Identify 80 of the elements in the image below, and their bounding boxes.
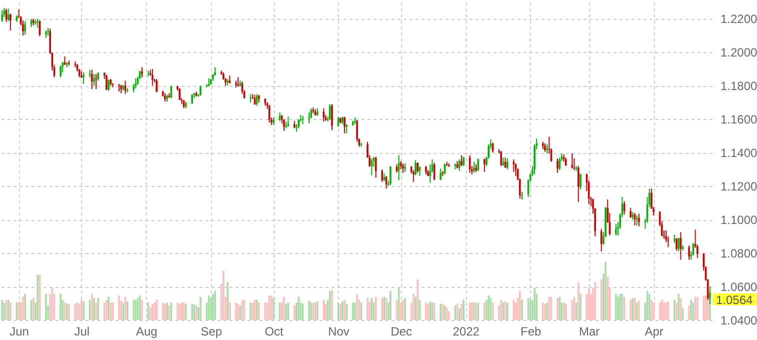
x-tick-label: 2022 [452, 324, 480, 338]
candlestick [500, 150, 502, 167]
candlestick [329, 104, 331, 120]
y-tick-label: 1.1400 [720, 146, 757, 160]
candlestick [477, 158, 480, 172]
y-tick-label: 1.1600 [720, 112, 757, 127]
candlestick [10, 13, 12, 31]
candlestick [390, 166, 392, 186]
candlestick [24, 20, 26, 36]
candlestick [106, 74, 108, 90]
candlestick [630, 207, 632, 218]
candlestick [546, 144, 548, 154]
x-tick-label: Apr [644, 324, 664, 338]
y-tick-label: 1.1800 [720, 79, 757, 94]
candlestick [678, 237, 680, 252]
x-tick-label: Jun [10, 324, 29, 338]
annotation: 1.0564 [716, 292, 754, 307]
candlestick [484, 158, 486, 172]
candlestick [512, 158, 515, 172]
candlestick [638, 213, 640, 227]
candlestick [580, 173, 582, 190]
candlestick [1, 10, 3, 23]
candlestick [191, 94, 193, 105]
candlestick [416, 162, 418, 174]
y-tick-label: 1.0800 [720, 246, 757, 261]
candlestick [412, 170, 414, 182]
candlestick [577, 166, 580, 203]
candlestick [308, 112, 310, 124]
candlestick [156, 78, 158, 93]
candlestick [556, 158, 558, 174]
candlestick [460, 154, 462, 167]
candlestick [82, 72, 84, 85]
candlestick [473, 161, 475, 174]
candlestick [506, 158, 508, 170]
candlestick [571, 152, 574, 170]
y-tick-label: 1.2200 [720, 12, 757, 26]
candlestick [381, 168, 383, 182]
candlestick [344, 116, 346, 134]
x-tick-label: Sep [200, 324, 222, 338]
candlestick [615, 223, 617, 236]
x-tick-label: Aug [136, 324, 158, 338]
candlestick [141, 66, 143, 78]
candlestick [36, 18, 38, 28]
candlestick [402, 163, 404, 174]
y-tick-label: 1.1000 [720, 213, 757, 228]
candlestick [298, 118, 300, 129]
candlestick [440, 168, 442, 181]
candlestick [558, 157, 560, 171]
candlestick [665, 230, 667, 243]
y-tick-label: 1.0600 [720, 280, 757, 294]
candlestick [322, 108, 325, 122]
candlestick [200, 85, 202, 96]
candlestick [462, 156, 464, 167]
candlestick [7, 8, 10, 22]
x-tick-label: Nov [328, 324, 350, 338]
candlestick [429, 164, 432, 184]
candlestick [60, 65, 62, 78]
candlestick [458, 158, 460, 172]
x-tick-label: Mar [578, 324, 600, 338]
y-tick-label: 1.1200 [720, 180, 757, 194]
candlestick [287, 116, 290, 128]
y-tick-label: 1.0400 [720, 314, 757, 328]
x-tick-label: Jul [74, 324, 90, 338]
candlestick [331, 104, 333, 131]
candlestick [346, 124, 348, 134]
candlestick [93, 73, 95, 86]
candlestick [688, 245, 690, 260]
candlestick [152, 68, 154, 86]
candlestick [414, 160, 416, 176]
y-tick-label: 1.2000 [720, 46, 757, 60]
candlestick [573, 158, 576, 171]
x-tick-label: Feb [520, 324, 542, 338]
candlestick [90, 69, 93, 90]
candlestick [676, 237, 678, 252]
x-tick-label: Dec [390, 324, 412, 338]
candlestick [95, 73, 97, 90]
candlestick [178, 88, 180, 100]
candlestick [283, 118, 285, 132]
candlestick [22, 20, 24, 36]
x-tick-label: Oct [264, 324, 284, 338]
